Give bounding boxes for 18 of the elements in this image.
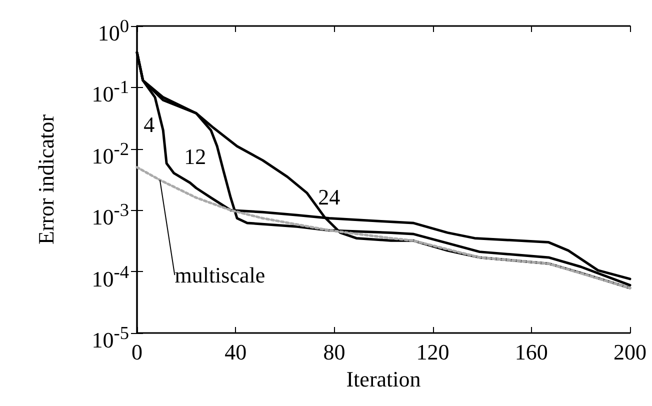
series-label: 12 xyxy=(184,144,206,169)
y-tick-label: 10$^{-4}$ xyxy=(92,260,129,292)
series-label: 24 xyxy=(318,184,340,210)
x-tick-label: 40 xyxy=(224,340,247,364)
x-tick-label: 80 xyxy=(323,340,346,364)
y-tick-label: 10$^{-5}$ xyxy=(92,322,129,354)
y-tick-label: 10$^{-3}$ xyxy=(92,199,129,231)
x-tick-label: 120 xyxy=(416,340,450,364)
y-axis-title: Error indicator xyxy=(34,114,58,245)
series-label: 4 xyxy=(144,112,155,137)
x-tick-label: 160 xyxy=(514,340,548,364)
x-tick-label: 200 xyxy=(614,340,646,364)
y-tick-label: 10$^{0}$ xyxy=(98,15,129,46)
series-label: multiscale xyxy=(174,262,266,288)
x-tick-label: 0 xyxy=(132,340,142,364)
y-tick-label: 10$^{-1}$ xyxy=(92,76,129,108)
x-axis-title: Iteration xyxy=(346,366,421,392)
y-tick-label: 10$^{-2}$ xyxy=(92,138,129,170)
